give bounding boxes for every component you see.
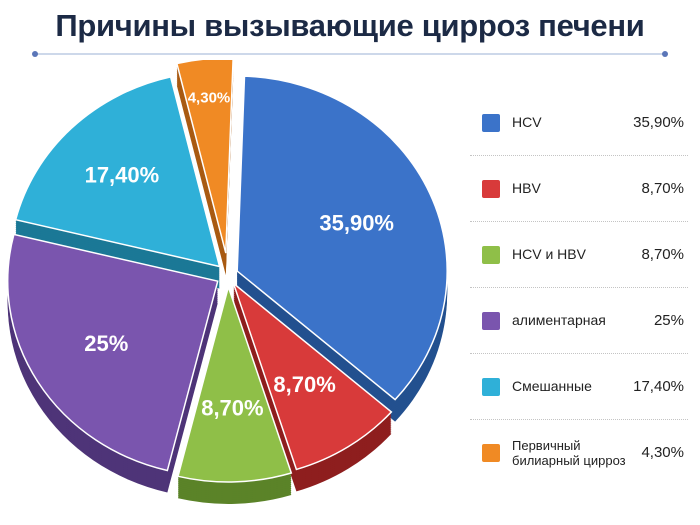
legend-value: 8,70% <box>641 180 684 197</box>
pie-slice-label: 4,30% <box>188 89 231 106</box>
pie-slice-label: 17,40% <box>85 163 160 188</box>
legend-item: алиментарная 25% <box>470 288 688 354</box>
legend-swatch <box>482 113 500 132</box>
legend-swatch <box>482 377 500 396</box>
legend: HCV 35,90% HBV 8,70% HCV и HBV 8,70% али… <box>470 90 688 485</box>
pie-chart: 35,90% 8,70% 8,70% 25% 17,40% 4,30% <box>7 60 448 504</box>
legend-label: Смешанные <box>512 378 592 394</box>
chart-title: Причины вызывающие цирроз печени <box>55 8 645 43</box>
legend-item: Смешанные 17,40% <box>470 354 688 420</box>
legend-swatch <box>482 179 500 198</box>
pie-slice <box>175 60 234 254</box>
legend-item: HCV и HBV 8,70% <box>470 222 688 288</box>
legend-value: 25% <box>653 312 684 329</box>
pie-slice <box>236 75 448 401</box>
legend-label: алиментарная <box>512 312 606 328</box>
legend-swatch <box>482 311 500 330</box>
legend-label: HCV <box>512 114 542 130</box>
pie-slice <box>177 284 293 483</box>
legend-label: Первичный билиарный цирроз <box>512 437 626 468</box>
legend-item: HBV 8,70% <box>470 156 688 222</box>
pie-slice <box>14 75 221 268</box>
title-divider <box>32 51 668 57</box>
legend-label: HCV и HBV <box>512 246 586 262</box>
pie-slice-label: 25% <box>84 331 128 356</box>
legend-item: HCV 35,90% <box>470 90 688 156</box>
legend-swatch <box>482 443 500 462</box>
legend-value: 4,30% <box>641 444 684 461</box>
legend-item: Первичный билиарный цирроз 4,30% <box>470 420 688 485</box>
legend-label: HBV <box>512 180 541 196</box>
legend-value: 35,90% <box>633 114 684 131</box>
legend-value: 8,70% <box>641 246 684 263</box>
legend-swatch <box>482 245 500 264</box>
pie-slice-label: 35,90% <box>319 211 394 236</box>
pie-slice-label: 8,70% <box>273 372 335 397</box>
legend-value: 17,40% <box>633 378 684 395</box>
pie-slice <box>7 233 219 472</box>
pie-slice <box>231 281 393 471</box>
pie-slice-label: 8,70% <box>201 395 263 420</box>
